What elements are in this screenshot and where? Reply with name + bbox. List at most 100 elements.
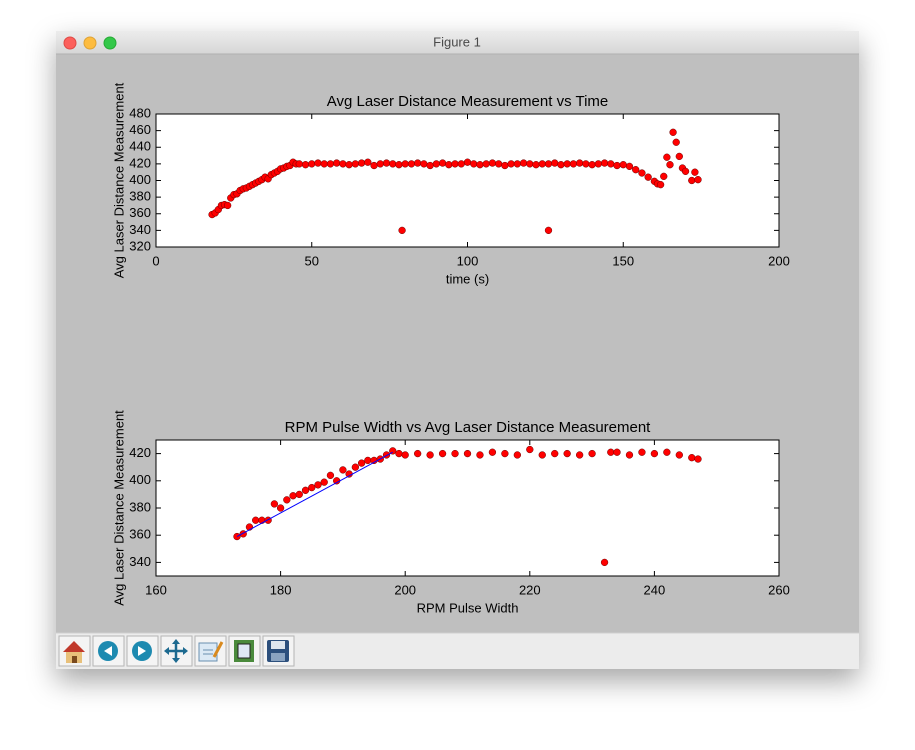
data-point (600, 558, 609, 567)
data-point (389, 447, 397, 455)
data-point (688, 454, 696, 462)
data-point (625, 162, 634, 171)
data-point (357, 159, 366, 167)
data-point (301, 486, 310, 494)
data-point (339, 466, 347, 474)
data-point (575, 451, 584, 459)
y-tick-label: 440 (129, 139, 151, 154)
data-point (675, 152, 683, 161)
data-point (357, 459, 366, 467)
data-point (407, 160, 416, 168)
data-point (526, 160, 534, 168)
data-point (295, 490, 303, 499)
data-point (395, 449, 403, 458)
data-point (538, 451, 546, 459)
data-point (289, 492, 297, 500)
data-point (681, 167, 690, 176)
y-tick-label: 360 (129, 527, 151, 542)
data-point (457, 160, 465, 168)
save-button[interactable] (262, 635, 295, 667)
data-point (308, 483, 316, 492)
y-tick-label: 420 (129, 155, 151, 170)
x-tick-label: 160 (145, 582, 167, 597)
data-point (488, 448, 497, 456)
data-point (351, 160, 360, 168)
data-point (582, 160, 590, 168)
data-point (414, 159, 422, 167)
y-tick-label: 360 (129, 205, 151, 220)
data-point (345, 161, 353, 169)
x-axis-label: RPM Pulse Width (417, 600, 519, 615)
data-point (557, 161, 565, 169)
home-button[interactable] (58, 635, 91, 667)
y-tick-label: 340 (129, 554, 151, 569)
minimize-button[interactable] (83, 36, 97, 50)
data-point (544, 160, 553, 168)
fit-line (236, 451, 393, 537)
data-point (445, 161, 453, 169)
data-point (613, 448, 621, 456)
data-point (663, 448, 671, 456)
x-tick-label: 220 (519, 582, 541, 597)
data-point (532, 161, 540, 169)
data-point (694, 176, 702, 184)
data-point (563, 160, 571, 168)
x-tick-label: 200 (394, 582, 416, 597)
data-point (666, 161, 674, 169)
data-point (223, 201, 232, 210)
window-title: Figure 1 (433, 34, 481, 49)
data-point (414, 449, 422, 458)
data-point (638, 448, 646, 456)
data-point (575, 159, 584, 167)
data-point (326, 471, 335, 480)
plot-area (156, 440, 779, 576)
data-point (691, 168, 699, 176)
data-point (663, 153, 671, 161)
data-point (252, 516, 260, 524)
data-point (438, 449, 447, 458)
data-point (420, 160, 428, 168)
data-point (672, 138, 680, 146)
x-tick-label: 240 (644, 582, 666, 597)
data-point (638, 169, 646, 177)
data-point (301, 161, 310, 169)
forward-button[interactable] (126, 635, 159, 667)
data-point (613, 161, 621, 170)
data-point (600, 159, 609, 167)
chart-title: RPM Pulse Width vs Avg Laser Distance Me… (285, 419, 652, 436)
plot-frame (155, 439, 780, 577)
data-point (351, 463, 360, 471)
data-point (320, 478, 328, 486)
data-point (295, 160, 303, 168)
y-axis-label: Avg Laser Distance Measurement (111, 410, 126, 606)
data-point (398, 226, 406, 235)
data-point (588, 449, 596, 458)
configure-button[interactable] (228, 635, 261, 667)
y-tick-label: 340 (129, 222, 151, 237)
zoom-rect-button[interactable] (194, 635, 227, 667)
data-point (326, 160, 335, 168)
data-point (389, 160, 397, 168)
y-tick-label: 380 (129, 499, 151, 514)
x-axis-label: time (s) (446, 271, 489, 286)
data-point (563, 449, 571, 458)
back-button[interactable] (92, 635, 125, 667)
data-point (463, 449, 472, 458)
x-tick-label: 200 (768, 253, 790, 268)
x-tick-label: 260 (768, 582, 790, 597)
data-point (650, 449, 659, 458)
pan-button[interactable] (160, 635, 193, 667)
data-point (426, 161, 434, 170)
data-point (451, 160, 459, 168)
data-point (308, 160, 316, 168)
y-tick-label: 400 (129, 172, 151, 187)
data-point (488, 159, 497, 167)
data-point (401, 160, 409, 168)
data-point (675, 451, 683, 459)
zoom-button[interactable] (103, 36, 117, 50)
data-point (276, 504, 285, 512)
close-button[interactable] (63, 36, 77, 50)
data-point (501, 161, 509, 170)
chart-title: Avg Laser Distance Measurement vs Time (327, 93, 609, 110)
